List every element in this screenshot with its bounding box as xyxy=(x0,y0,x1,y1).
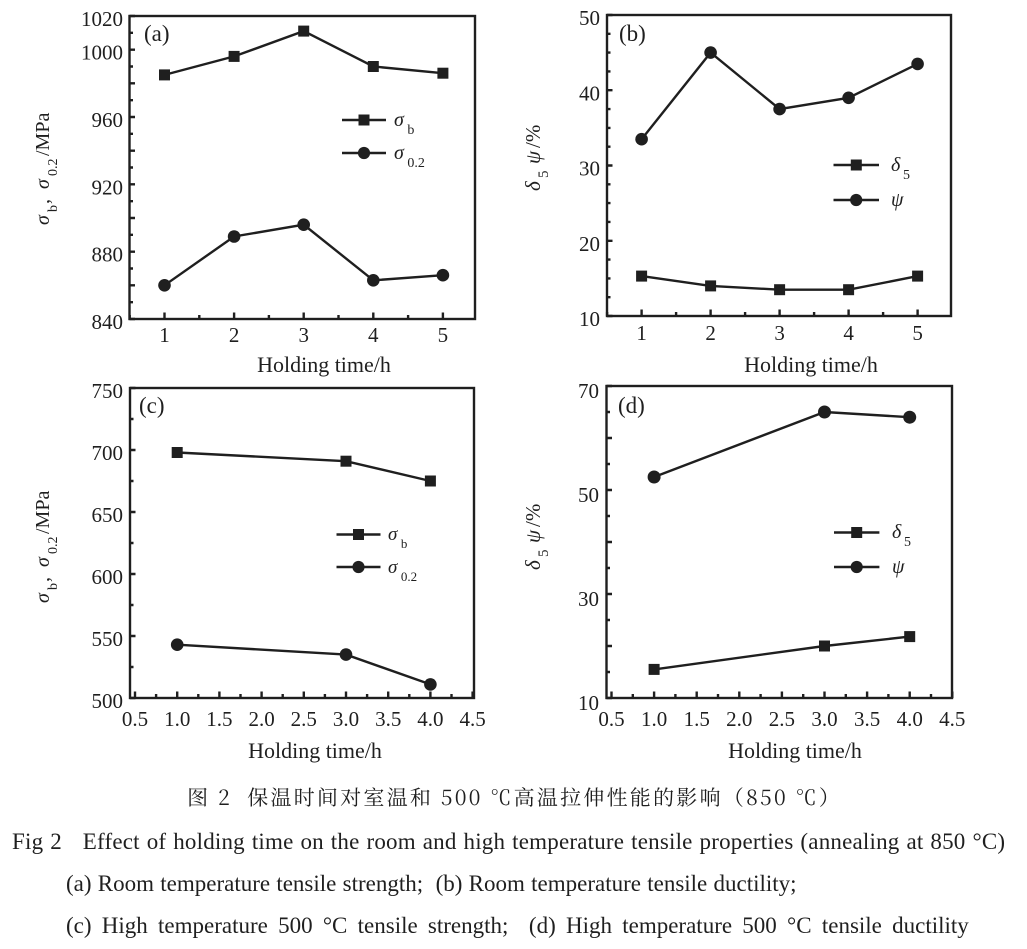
svg-text:σ: σ xyxy=(394,142,405,164)
svg-text:500: 500 xyxy=(92,689,124,713)
svg-text:/MPa: /MPa xyxy=(32,113,54,156)
svg-text:0.5: 0.5 xyxy=(598,707,624,731)
svg-text:3.0: 3.0 xyxy=(811,707,837,731)
svg-text:3.5: 3.5 xyxy=(854,707,880,731)
svg-text:4: 4 xyxy=(368,323,379,347)
svg-text:0.5: 0.5 xyxy=(122,707,148,731)
svg-text:4: 4 xyxy=(843,321,854,345)
svg-text:Holding time/h: Holding time/h xyxy=(257,352,391,377)
svg-text:σ: σ xyxy=(388,557,398,578)
svg-text:40: 40 xyxy=(579,81,600,105)
svg-text:3.5: 3.5 xyxy=(375,707,401,731)
svg-text:840: 840 xyxy=(92,310,124,334)
svg-text:2.0: 2.0 xyxy=(248,707,274,731)
svg-text:ψ: ψ xyxy=(521,529,545,543)
svg-text:(b): (b) xyxy=(619,21,646,46)
svg-text:σ: σ xyxy=(394,109,405,131)
svg-text:δ: δ xyxy=(521,559,545,570)
svg-text:5: 5 xyxy=(536,550,552,558)
svg-text:750: 750 xyxy=(92,379,124,403)
svg-text:600: 600 xyxy=(92,565,124,589)
svg-text:0.2: 0.2 xyxy=(401,569,417,584)
svg-text:δ: δ xyxy=(891,154,901,176)
svg-text:,: , xyxy=(32,199,54,204)
svg-text:10: 10 xyxy=(579,307,600,331)
svg-text:920: 920 xyxy=(92,175,124,199)
svg-text:b: b xyxy=(46,583,61,590)
svg-text:(a): (a) xyxy=(144,21,170,46)
svg-text:2: 2 xyxy=(229,323,240,347)
svg-text:650: 650 xyxy=(92,503,124,527)
svg-text:5: 5 xyxy=(903,168,910,183)
svg-text:1: 1 xyxy=(636,321,647,345)
svg-text:5: 5 xyxy=(912,321,923,345)
svg-text:σ: σ xyxy=(32,214,54,225)
svg-text:Holding time/h: Holding time/h xyxy=(728,738,862,763)
svg-text:(d): (d) xyxy=(618,393,645,418)
svg-text:30: 30 xyxy=(578,587,599,611)
svg-text:b: b xyxy=(46,205,61,212)
svg-text:1.0: 1.0 xyxy=(164,707,190,731)
svg-text:1: 1 xyxy=(159,323,170,347)
svg-text:b: b xyxy=(401,536,408,551)
svg-text:1000: 1000 xyxy=(81,41,123,65)
svg-text:5: 5 xyxy=(438,323,449,347)
svg-text:δ: δ xyxy=(892,521,902,543)
svg-text:960: 960 xyxy=(92,108,124,132)
svg-text:ψ: ψ xyxy=(891,189,904,211)
svg-text:1020: 1020 xyxy=(81,7,123,31)
svg-text:1.5: 1.5 xyxy=(684,707,710,731)
svg-text:2: 2 xyxy=(705,321,716,345)
svg-text:/MPa: /MPa xyxy=(32,491,54,534)
svg-text:4.0: 4.0 xyxy=(417,707,443,731)
svg-text:50: 50 xyxy=(578,483,599,507)
svg-text:Holding time/h: Holding time/h xyxy=(248,738,382,763)
svg-text:4.5: 4.5 xyxy=(459,707,485,731)
svg-text:b: b xyxy=(407,123,414,138)
svg-text:2.0: 2.0 xyxy=(726,707,752,731)
svg-text:0.2: 0.2 xyxy=(46,537,61,555)
svg-text:3: 3 xyxy=(774,321,785,345)
svg-text:ψ: ψ xyxy=(892,556,905,578)
svg-text:2.5: 2.5 xyxy=(291,707,317,731)
svg-text:50: 50 xyxy=(579,6,600,30)
svg-text:/%: /% xyxy=(521,504,545,527)
svg-text:1.0: 1.0 xyxy=(641,707,667,731)
svg-text:0.2: 0.2 xyxy=(46,159,61,177)
svg-text:700: 700 xyxy=(92,441,124,465)
svg-text:ψ: ψ xyxy=(521,150,545,164)
svg-text:/%: /% xyxy=(521,125,545,148)
svg-text:0.2: 0.2 xyxy=(407,156,425,171)
svg-text:70: 70 xyxy=(578,379,599,403)
svg-text:σ: σ xyxy=(32,178,54,189)
svg-text:5: 5 xyxy=(904,535,911,550)
svg-text:550: 550 xyxy=(92,627,124,651)
svg-text:δ: δ xyxy=(521,180,545,191)
svg-text:Holding time/h: Holding time/h xyxy=(744,352,878,377)
svg-text:σ: σ xyxy=(32,556,54,567)
svg-text:4.5: 4.5 xyxy=(939,707,965,731)
svg-text:30: 30 xyxy=(579,157,600,181)
svg-text:3: 3 xyxy=(298,323,309,347)
svg-text:σ: σ xyxy=(388,524,398,545)
svg-text:σ: σ xyxy=(32,592,54,603)
svg-text:3.0: 3.0 xyxy=(333,707,359,731)
svg-text:,: , xyxy=(32,577,54,582)
svg-text:1.5: 1.5 xyxy=(206,707,232,731)
svg-text:20: 20 xyxy=(579,232,600,256)
svg-text:10: 10 xyxy=(578,691,599,715)
svg-text:2.5: 2.5 xyxy=(769,707,795,731)
svg-text:4.0: 4.0 xyxy=(897,707,923,731)
svg-text:5: 5 xyxy=(536,171,552,179)
svg-text:(c): (c) xyxy=(139,393,165,418)
svg-text:880: 880 xyxy=(92,243,124,267)
